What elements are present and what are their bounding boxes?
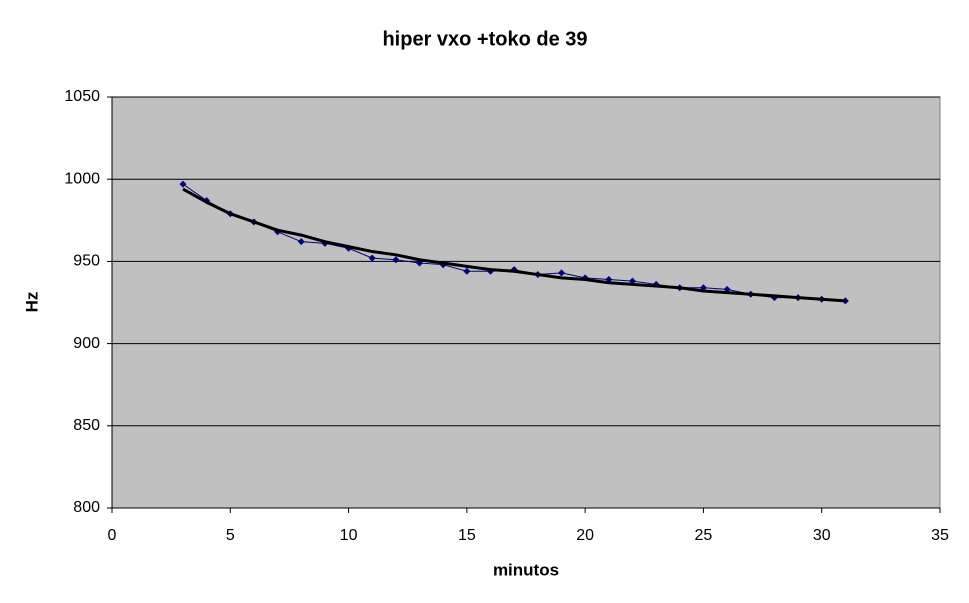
y-tick-label: 800 — [73, 499, 100, 516]
data-point — [463, 267, 471, 275]
x-tick-label: 10 — [340, 527, 358, 544]
x-tick-label: 30 — [813, 527, 831, 544]
y-tick-label: 1000 — [64, 170, 100, 187]
series-line — [182, 187, 846, 303]
data-point — [557, 269, 565, 277]
plot-area — [111, 96, 941, 509]
y-tick-label: 850 — [73, 417, 100, 434]
y-tick-label: 900 — [73, 335, 100, 352]
x-tick-label: 0 — [108, 527, 117, 544]
data-point — [392, 256, 400, 264]
x-tick-label: 5 — [226, 527, 235, 544]
data-point — [297, 238, 305, 246]
x-tick-label: 35 — [931, 527, 949, 544]
data-point — [179, 180, 187, 188]
x-tick-label: 15 — [458, 527, 476, 544]
x-axis-title: minutos — [493, 560, 559, 579]
x-tick-label: 20 — [576, 527, 594, 544]
data-point — [368, 254, 376, 262]
y-tick-label: 1050 — [64, 88, 100, 105]
y-tick-label: 950 — [73, 253, 100, 270]
x-tick-label: 25 — [695, 527, 713, 544]
chart-title: hiper vxo +toko de 39 — [382, 28, 587, 50]
y-axis-title: Hz — [22, 292, 41, 313]
